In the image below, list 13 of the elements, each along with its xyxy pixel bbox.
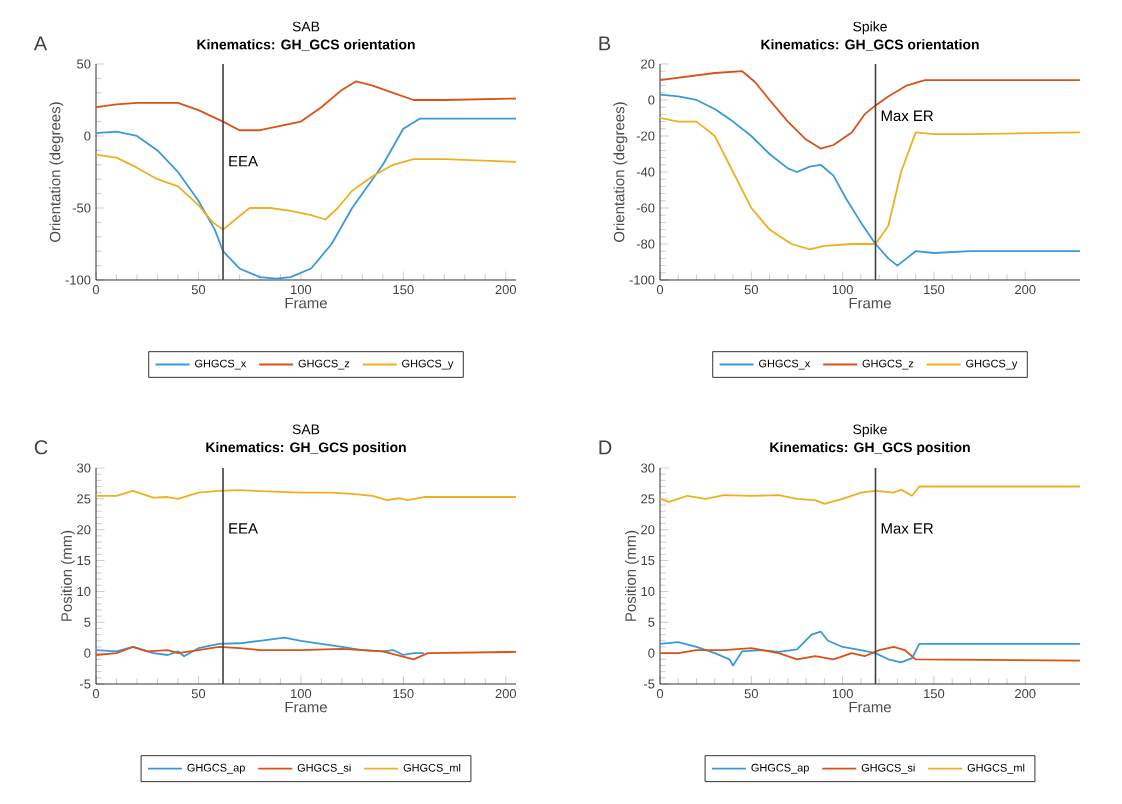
line-series bbox=[95, 636, 425, 658]
line-series bbox=[659, 485, 1081, 505]
line-series bbox=[95, 80, 517, 132]
line-series bbox=[659, 646, 1081, 662]
line-series bbox=[95, 646, 517, 661]
line-series bbox=[659, 117, 1081, 251]
text: D bbox=[599, 440, 612, 455]
line-series bbox=[659, 630, 1081, 667]
text: C bbox=[34, 440, 48, 455]
text: B bbox=[599, 36, 611, 51]
line-series bbox=[659, 93, 1081, 267]
text: A bbox=[33, 36, 48, 51]
line-series bbox=[95, 153, 517, 231]
